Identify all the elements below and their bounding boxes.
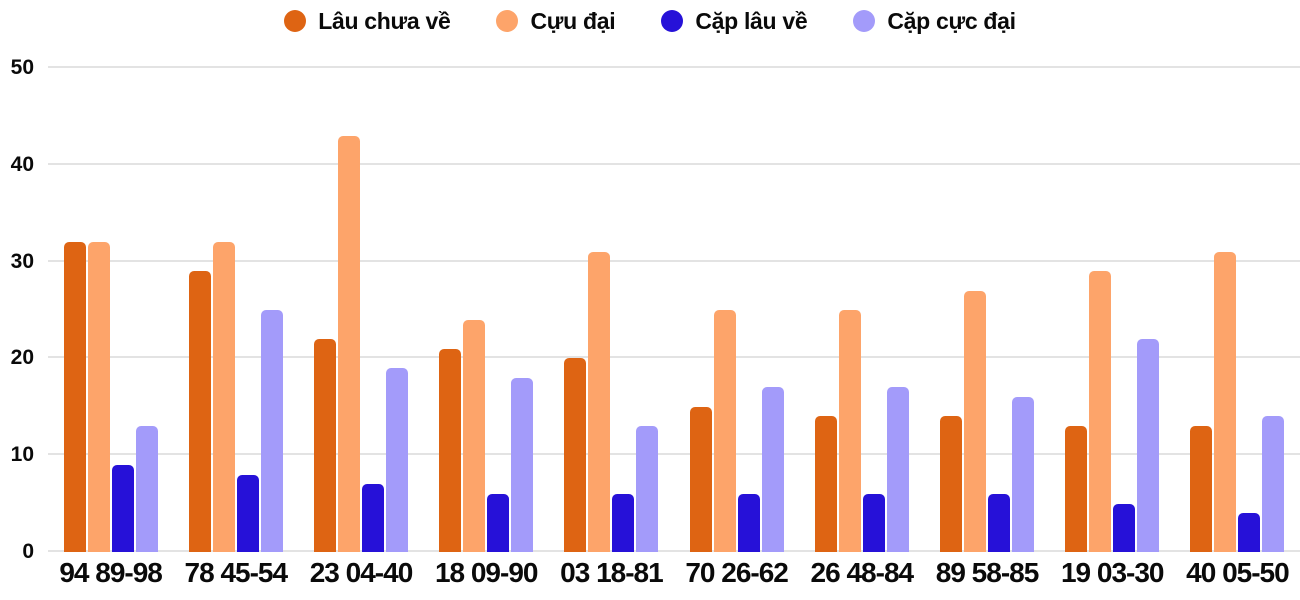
- gridline: [48, 453, 1300, 456]
- legend-swatch-icon: [496, 10, 519, 32]
- bar[interactable]: [236, 474, 259, 552]
- legend-label: Lâu chưa về: [318, 7, 451, 34]
- bar[interactable]: [135, 426, 158, 552]
- legend-swatch-icon: [284, 10, 307, 32]
- x-axis-tick-label: 18 09-90: [434, 557, 539, 588]
- bar[interactable]: [1065, 426, 1088, 552]
- bar[interactable]: [988, 493, 1011, 552]
- x-axis-tick-label: 03 18-81: [560, 557, 664, 588]
- bar-group: [924, 68, 1049, 552]
- bar-group: [424, 68, 549, 552]
- bar[interactable]: [612, 493, 635, 552]
- bar[interactable]: [1012, 397, 1035, 552]
- bar[interactable]: [439, 348, 462, 552]
- bar[interactable]: [1113, 503, 1136, 552]
- bar[interactable]: [511, 377, 534, 552]
- bar[interactable]: [87, 242, 110, 552]
- bar[interactable]: [487, 493, 510, 552]
- bar[interactable]: [188, 271, 211, 552]
- bar-groups: [48, 68, 1300, 552]
- bar[interactable]: [940, 416, 963, 552]
- bar[interactable]: [588, 251, 611, 552]
- bar-group: [173, 68, 298, 552]
- y-axis-tick-label: 30: [10, 249, 34, 273]
- bar[interactable]: [761, 387, 784, 552]
- gridline: [48, 66, 1300, 68]
- bar[interactable]: [737, 493, 760, 552]
- bar[interactable]: [1262, 416, 1285, 552]
- y-axis-tick-label: 50: [10, 56, 34, 79]
- legend-label: Cặp cực đại: [887, 7, 1016, 34]
- x-axis-tick-label: 26 48-84: [810, 557, 915, 588]
- bar[interactable]: [1214, 251, 1237, 552]
- legend-item[interactable]: Cựu đại: [496, 7, 616, 35]
- bar-group: [549, 68, 674, 552]
- bar[interactable]: [386, 368, 408, 552]
- legend-item[interactable]: Cặp cực đại: [853, 7, 1016, 35]
- bar[interactable]: [636, 426, 659, 552]
- bar[interactable]: [1089, 271, 1112, 552]
- bar[interactable]: [260, 310, 283, 552]
- x-axis-tick-label: 89 58-85: [935, 557, 1040, 588]
- bar-group: [298, 68, 423, 552]
- bar[interactable]: [713, 310, 736, 552]
- bar[interactable]: [338, 135, 360, 552]
- bar[interactable]: [1238, 513, 1261, 552]
- x-axis-tick-label: 23 04-40: [309, 557, 414, 588]
- bar[interactable]: [362, 484, 384, 552]
- bar[interactable]: [862, 493, 885, 552]
- y-axis-tick-label: 10: [10, 443, 34, 467]
- bar[interactable]: [463, 319, 486, 552]
- bar[interactable]: [814, 416, 837, 552]
- x-axis-tick-label: 94 89-98: [59, 557, 163, 588]
- plot-area: [48, 66, 1300, 552]
- bar[interactable]: [111, 464, 134, 552]
- legend-swatch-icon: [661, 10, 684, 32]
- bar[interactable]: [1137, 339, 1160, 552]
- bar[interactable]: [212, 242, 235, 552]
- bar[interactable]: [314, 339, 336, 552]
- x-axis-tick-label: 70 26-62: [685, 557, 789, 588]
- bar-group: [1050, 68, 1175, 552]
- x-axis-tick-label: 19 03-30: [1060, 557, 1165, 588]
- chart-legend: Lâu chưa về Cựu đại Cặp lâu về Cặp cực đại: [0, 5, 1300, 37]
- bar-group: [674, 68, 799, 552]
- x-axis-tick-label: 40 05-50: [1186, 557, 1290, 588]
- bar[interactable]: [689, 406, 712, 552]
- y-axis-tick-label: 0: [22, 540, 34, 563]
- x-axis-tick-label: 78 45-54: [184, 557, 289, 588]
- bar-group: [799, 68, 924, 552]
- bar[interactable]: [964, 290, 987, 552]
- bar[interactable]: [63, 242, 86, 552]
- bar[interactable]: [1190, 426, 1213, 552]
- gridline: [48, 356, 1300, 359]
- legend-swatch-icon: [853, 10, 876, 32]
- legend-item[interactable]: Lâu chưa về: [284, 7, 451, 35]
- gridline: [48, 259, 1300, 262]
- legend-item[interactable]: Cặp lâu về: [661, 7, 808, 35]
- gridline: [48, 550, 1300, 552]
- bar[interactable]: [564, 358, 587, 552]
- y-axis-tick-label: 20: [10, 346, 34, 370]
- x-axis: 94 89-98 78 45-54 23 04-40 18 09-90 03 18-81…: [48, 556, 1300, 590]
- legend-label: Cặp lâu về: [695, 7, 808, 34]
- bar[interactable]: [886, 387, 909, 552]
- bar[interactable]: [838, 310, 861, 552]
- bar-group: [1175, 68, 1300, 552]
- gridline: [48, 162, 1300, 165]
- bar-group: [48, 68, 173, 552]
- y-axis-tick-label: 40: [10, 152, 34, 176]
- legend-label: Cựu đại: [530, 7, 616, 34]
